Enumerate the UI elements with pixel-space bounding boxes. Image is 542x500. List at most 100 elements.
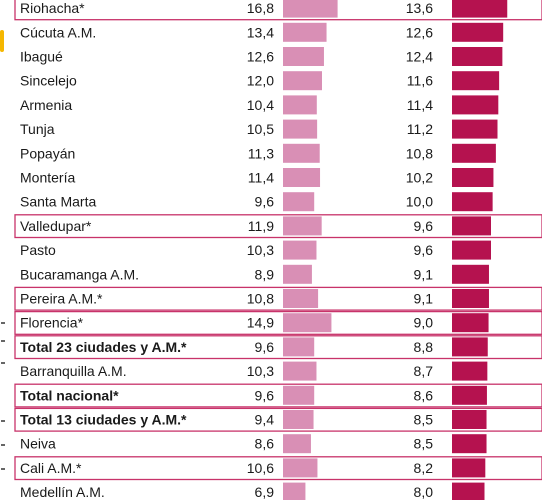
value-label-series-b: 9,0 [414, 315, 434, 331]
bar-series-b [452, 0, 508, 18]
chart-row: Medellín A.M. 6,9 8,0 [20, 482, 485, 500]
value-label-series-a: 13,4 [247, 24, 274, 40]
bar-series-b [452, 337, 488, 357]
value-label-series-a: 8,6 [255, 436, 275, 452]
value-label-series-b: 8,5 [414, 436, 434, 452]
row-label: Sincelejo [20, 73, 77, 89]
bar-series-b [452, 168, 494, 187]
bar-series-a [283, 385, 315, 405]
margin-tick-3 [1, 420, 5, 422]
row-label: Popayán [20, 145, 75, 161]
value-label-series-a: 6,9 [255, 484, 275, 500]
row-label: Barranquilla A.M. [20, 363, 127, 379]
bar-series-a [283, 71, 322, 91]
chart-row: Cúcuta A.M. 13,4 12,6 [20, 22, 504, 42]
value-label-series-a: 11,4 [248, 170, 274, 186]
value-label-series-a: 12,6 [247, 49, 274, 65]
value-label-series-b: 9,1 [414, 266, 434, 282]
chart-rows: Riohacha* 16,8 13,6 Cúcuta A.M. 13,4 12,6 Ibag… [20, 0, 508, 500]
margin-tick-2 [1, 362, 5, 364]
chart-row: Total nacional* 9,6 8,6 [20, 385, 487, 405]
bar-series-b [452, 434, 487, 454]
value-label-series-b: 9,6 [414, 242, 434, 258]
bar-series-b [452, 192, 493, 212]
bar-series-b [452, 361, 488, 381]
chart-row: Total 23 ciudades y A.M.* 9,6 8,8 [20, 337, 488, 357]
highlight-box [14, 310, 542, 335]
bar-series-b [452, 458, 486, 478]
row-label: Total 23 ciudades y A.M.* [20, 339, 187, 355]
value-label-series-a: 9,6 [255, 194, 275, 210]
row-label: Pasto [20, 242, 56, 258]
bar-series-a [283, 0, 338, 18]
highlight-box [14, 0, 542, 21]
chart-row: Montería 11,4 10,2 [20, 168, 494, 187]
chart-row: Santa Marta 9,6 10,0 [20, 192, 493, 212]
left-margin-decoration [0, 30, 5, 470]
value-label-series-b: 9,1 [414, 291, 434, 307]
bar-series-a [283, 168, 321, 187]
highlight-box [14, 214, 542, 239]
row-label: Montería [20, 170, 75, 186]
row-label: Tunja [20, 121, 55, 137]
chart-row: Pasto 10,3 9,6 [20, 240, 491, 260]
bar-series-b [452, 22, 504, 42]
value-label-series-b: 11,6 [407, 73, 433, 89]
value-label-series-a: 10,3 [247, 363, 274, 379]
bar-series-b [452, 482, 485, 500]
value-label-series-a: 9,6 [255, 339, 275, 355]
row-label: Ibagué [20, 49, 63, 65]
margin-tick-4 [1, 444, 5, 446]
highlight-box [14, 286, 542, 311]
bar-series-a [283, 313, 332, 333]
value-label-series-a: 9,6 [255, 387, 275, 403]
highlight-box [14, 456, 542, 481]
bar-series-a [283, 119, 318, 139]
bar-series-a [283, 337, 315, 357]
row-label: Riohacha* [20, 0, 85, 16]
value-label-series-a: 12,0 [247, 73, 274, 89]
row-label: Valledupar* [20, 218, 92, 234]
value-label-series-a: 10,5 [247, 121, 274, 137]
side-tab-marker [0, 30, 4, 52]
bar-series-a [283, 240, 317, 260]
row-label: Total nacional* [20, 387, 119, 403]
row-label: Medellín A.M. [20, 484, 105, 500]
value-label-series-b: 8,2 [414, 460, 434, 476]
bar-series-a [283, 47, 324, 66]
bar-series-b [452, 143, 496, 163]
chart-row: Barranquilla A.M. 10,3 8,7 [20, 361, 488, 381]
bar-series-b [452, 71, 500, 91]
value-label-series-b: 11,2 [407, 121, 433, 137]
chart-row: Riohacha* 16,8 13,6 [20, 0, 508, 18]
bar-series-a [283, 264, 312, 284]
highlight-box [14, 335, 542, 360]
value-label-series-b: 10,8 [406, 145, 433, 161]
value-label-series-b: 13,6 [406, 0, 433, 16]
row-label: Bucaramanga A.M. [20, 266, 139, 282]
chart-row: Valledupar* 11,9 9,6 [20, 216, 491, 236]
value-label-series-b: 8,6 [414, 387, 434, 403]
value-label-series-b: 8,0 [414, 484, 434, 500]
bar-series-b [452, 47, 503, 66]
chart-row: Florencia* 14,9 9,0 [20, 313, 489, 333]
bar-series-b [452, 313, 489, 333]
value-label-series-b: 10,0 [406, 194, 433, 210]
row-label: Florencia* [20, 315, 84, 331]
value-label-series-a: 8,9 [255, 266, 275, 282]
margin-tick-0 [1, 322, 5, 324]
chart-row: Tunja 10,5 11,2 [20, 119, 498, 139]
value-label-series-b: 8,7 [414, 363, 434, 379]
bar-series-a [283, 192, 315, 212]
bar-series-a [283, 289, 319, 308]
value-label-series-b: 8,8 [414, 339, 434, 355]
highlight-boxes [14, 0, 542, 481]
value-label-series-b: 8,5 [414, 412, 434, 428]
margin-tick-5 [1, 468, 5, 470]
value-label-series-a: 16,8 [247, 0, 274, 16]
chart-row: Neiva 8,6 8,5 [20, 434, 487, 454]
row-label: Cali A.M.* [20, 460, 82, 476]
bar-series-a [283, 143, 320, 163]
bar-series-b [452, 240, 491, 260]
